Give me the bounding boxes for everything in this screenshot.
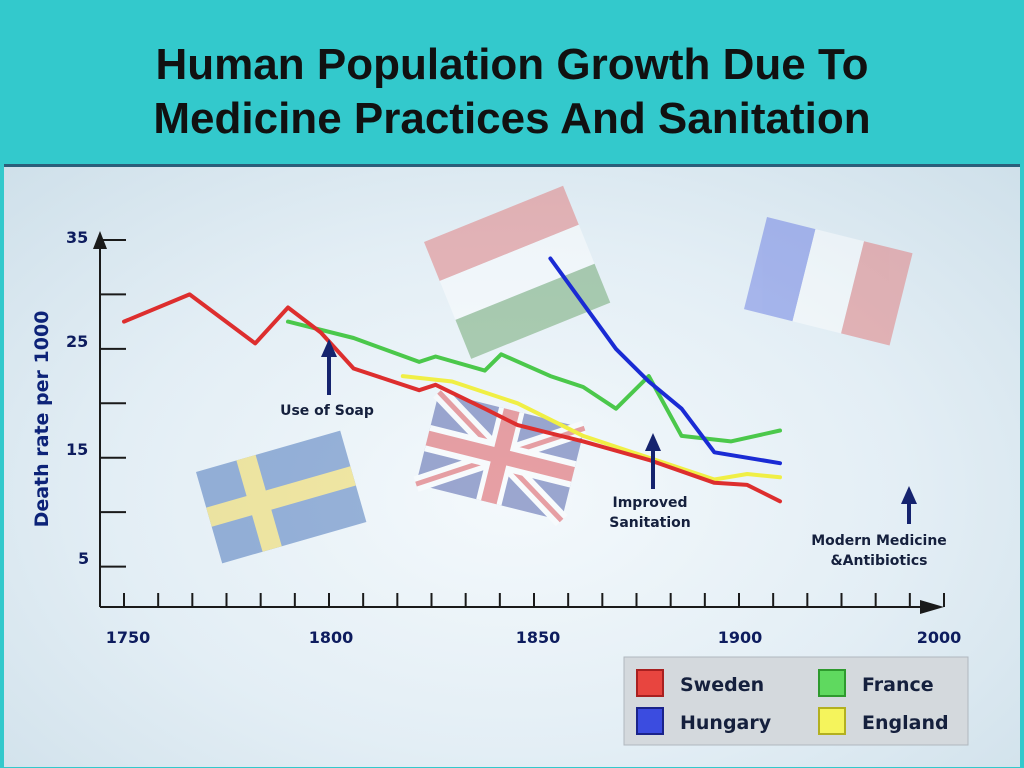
legend-swatch bbox=[636, 669, 664, 697]
x-tick-label: 1850 bbox=[516, 628, 561, 647]
series-layer bbox=[122, 256, 782, 504]
y-axis-label: Death rate per 1000 bbox=[31, 311, 53, 528]
series-line-sweden bbox=[122, 292, 782, 504]
slide-title-line-2: Medicine Practices And Sanitation bbox=[153, 94, 871, 143]
annotation-label-line-2: Sanitation bbox=[609, 515, 691, 531]
uk-flag bbox=[413, 386, 588, 526]
x-axis-ticks bbox=[123, 593, 945, 607]
legend-item-hungary: Hungary bbox=[636, 707, 772, 735]
slide-title: Human Population Growth Due To Medicine … bbox=[0, 38, 1024, 146]
legend-label: Hungary bbox=[680, 712, 772, 734]
series-line-france bbox=[286, 319, 782, 444]
chart-panel: 35 25 15 5 1750 1800 1850 1900 2000 Deat… bbox=[4, 164, 1020, 767]
legend-label: England bbox=[862, 712, 949, 734]
legend-swatch bbox=[636, 707, 664, 735]
y-tick-label: 15 bbox=[66, 440, 88, 459]
annotation-use-of-soap: Use of Soap bbox=[280, 339, 374, 419]
sweden-flag bbox=[196, 430, 367, 564]
series-line-hungary bbox=[548, 256, 782, 466]
y-axis-ticks bbox=[100, 239, 126, 568]
hungary-flag bbox=[424, 185, 611, 359]
annotation-modern-medicine: Modern Medicine &Antibiotics bbox=[811, 486, 947, 569]
legend-item-england: England bbox=[818, 707, 949, 735]
legend-label: Sweden bbox=[680, 674, 764, 696]
y-axis bbox=[93, 231, 107, 607]
death-rate-chart: 35 25 15 5 1750 1800 1850 1900 2000 Deat… bbox=[31, 185, 969, 746]
legend-label: France bbox=[862, 674, 934, 696]
x-axis bbox=[100, 600, 944, 614]
legend: Sweden France Hungary England bbox=[623, 656, 969, 746]
slide-title-line-1: Human Population Growth Due To bbox=[155, 40, 869, 89]
annotation-label-line-1: Modern Medicine bbox=[811, 533, 947, 549]
y-tick-label: 25 bbox=[66, 332, 88, 351]
france-flag bbox=[744, 216, 913, 346]
series-line-england bbox=[400, 374, 782, 482]
y-tick-label: 35 bbox=[66, 228, 88, 247]
annotation-label: Use of Soap bbox=[280, 403, 374, 419]
x-tick-label: 1900 bbox=[718, 628, 763, 647]
x-tick-label: 1750 bbox=[106, 628, 151, 647]
legend-swatch bbox=[818, 707, 846, 735]
y-tick-label: 5 bbox=[78, 549, 89, 568]
annotation-label-line-2: &Antibiotics bbox=[830, 553, 927, 569]
legend-swatch bbox=[818, 669, 846, 697]
annotation-label-line-1: Improved bbox=[613, 495, 688, 511]
x-tick-label: 2000 bbox=[917, 628, 962, 647]
legend-item-sweden: Sweden bbox=[636, 669, 764, 697]
legend-item-france: France bbox=[818, 669, 934, 697]
annotation-improved-sanitation: Improved Sanitation bbox=[609, 433, 691, 531]
x-tick-label: 1800 bbox=[309, 628, 354, 647]
